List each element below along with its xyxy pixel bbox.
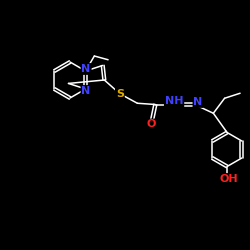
Text: O: O bbox=[147, 120, 156, 130]
Text: OH: OH bbox=[219, 174, 238, 184]
Text: N: N bbox=[82, 64, 91, 74]
Text: N: N bbox=[194, 97, 203, 107]
Text: NH: NH bbox=[165, 96, 183, 106]
Text: N: N bbox=[82, 86, 91, 96]
Text: S: S bbox=[116, 89, 124, 99]
